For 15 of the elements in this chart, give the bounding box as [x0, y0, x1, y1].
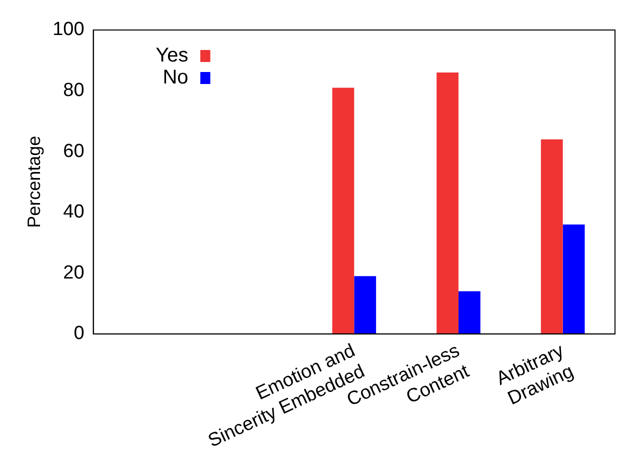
bar [458, 291, 480, 334]
bar [332, 88, 354, 334]
y-tick-label: 100 [52, 19, 84, 40]
y-tick-label: 80 [63, 80, 84, 101]
legend-label: Yes [156, 44, 188, 67]
y-tick-label: 20 [63, 262, 84, 284]
bar [562, 224, 585, 334]
bar [540, 139, 563, 334]
y-axis-title: Percentage [24, 136, 44, 228]
y-tick-label: 0 [74, 323, 84, 344]
y-tick-label: 60 [63, 140, 84, 162]
bar [436, 72, 458, 334]
y-tick-label: 40 [63, 202, 84, 223]
legend-label: No [162, 66, 188, 89]
bar [354, 276, 376, 334]
